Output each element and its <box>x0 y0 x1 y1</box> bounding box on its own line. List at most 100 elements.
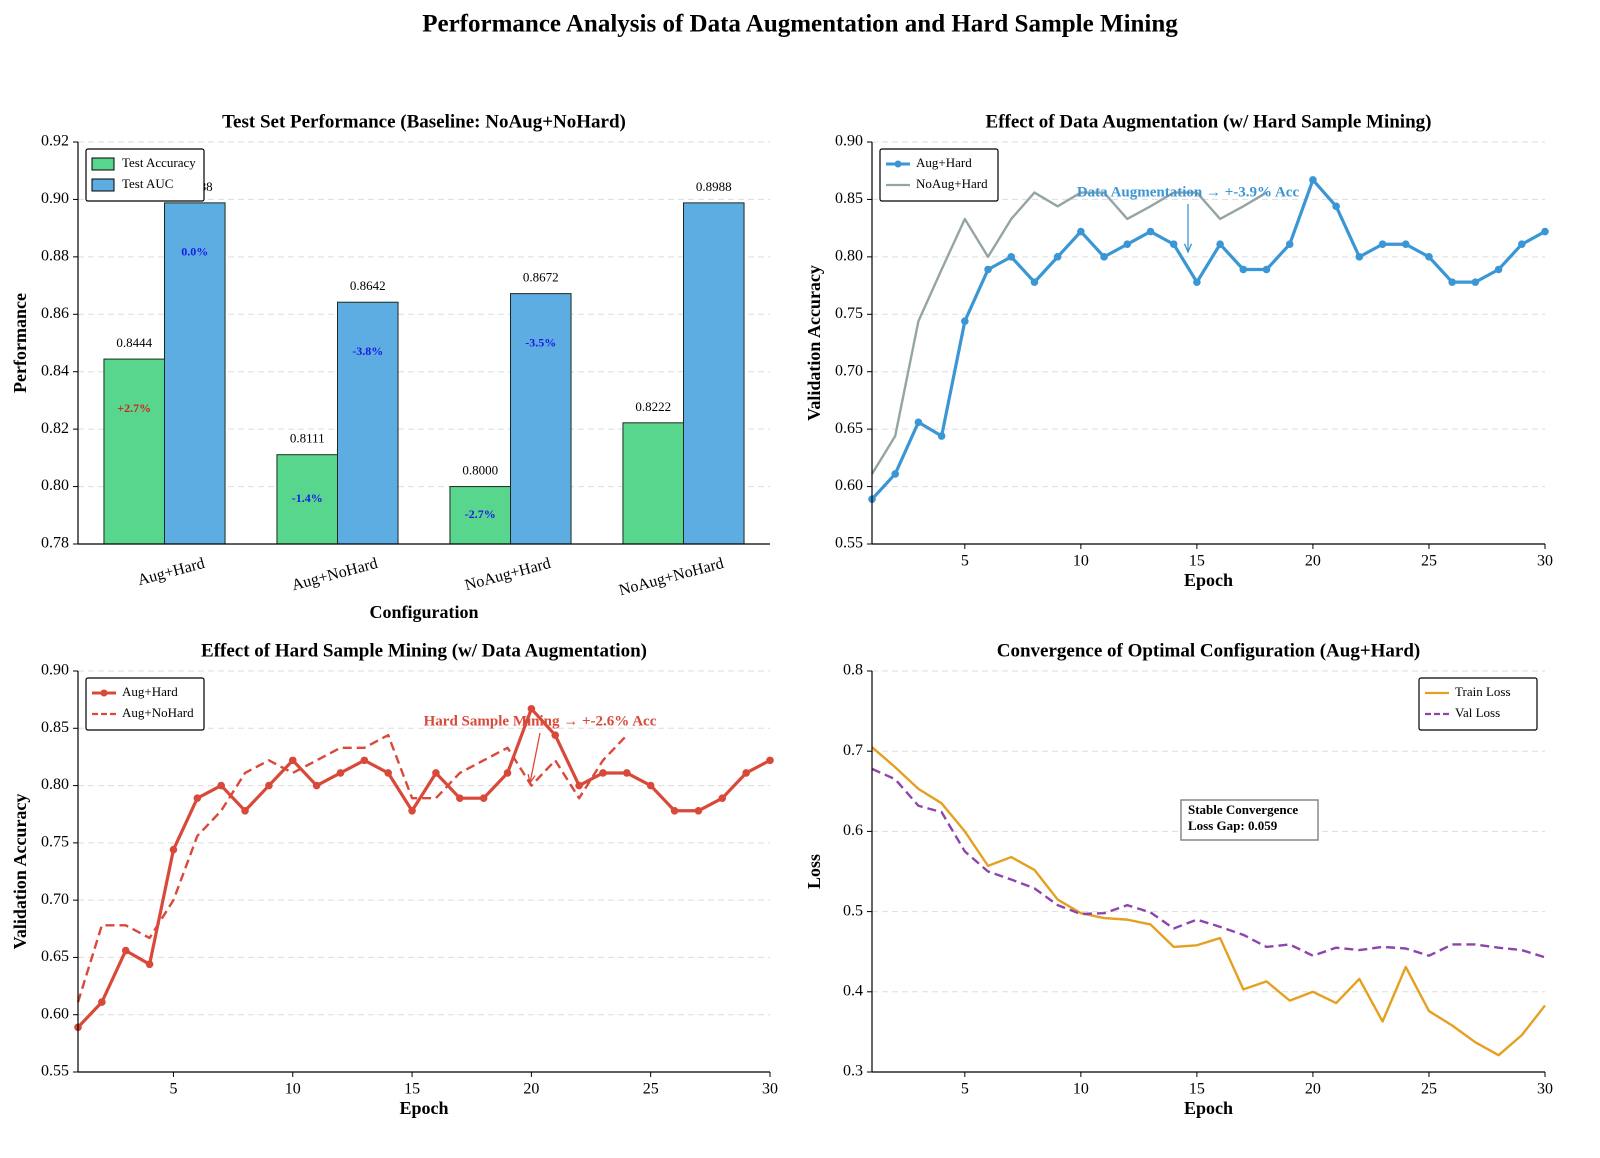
subplot-title: Effect of Data Augmentation (w/ Hard Sam… <box>986 111 1432 132</box>
legend-marker <box>894 160 902 168</box>
marker <box>670 806 679 815</box>
legend: Aug+Hard NoAug+Hard <box>879 148 999 202</box>
y-tick-label: 0.90 <box>41 662 69 679</box>
marker <box>1285 240 1294 249</box>
subplot: Effect of Hard Sample Mining (w/ Data Au… <box>10 640 778 1118</box>
x-tick-label: 10 <box>1073 553 1089 570</box>
subplot: Convergence of Optimal Configuration (Au… <box>804 640 1553 1118</box>
x-tick-label: 5 <box>961 1081 969 1098</box>
marker <box>623 769 631 777</box>
marker <box>1146 227 1155 236</box>
value-label: 0.8672 <box>523 270 559 285</box>
annotation-arrow <box>529 732 541 784</box>
marker <box>937 432 946 440</box>
x-tick-label: 30 <box>762 1081 778 1098</box>
legend-box <box>1418 677 1538 731</box>
marker <box>384 769 393 777</box>
y-tick-label: 0.65 <box>41 948 69 965</box>
bar <box>164 202 226 545</box>
annotation-arrowhead <box>1183 243 1193 254</box>
value-label: 0.8222 <box>635 399 671 414</box>
annotation-arrowhead <box>527 774 536 785</box>
subplot-title: Convergence of Optimal Configuration (Au… <box>997 640 1421 661</box>
bar <box>449 486 512 545</box>
marker <box>336 769 345 777</box>
y-axis-label: Performance <box>10 293 30 393</box>
legend-swatch <box>91 157 115 171</box>
bar <box>276 454 339 545</box>
legend-label: Test AUC <box>122 176 173 191</box>
y-tick-label: 0.82 <box>41 420 69 437</box>
x-tick-label: 30 <box>1537 553 1553 570</box>
y-tick-label: 0.55 <box>41 1063 69 1080</box>
value-label: 0.8444 <box>116 335 152 350</box>
y-tick-label: 0.85 <box>41 719 69 736</box>
y-tick-label: 0.80 <box>835 248 863 265</box>
marker <box>1309 176 1317 184</box>
line <box>76 733 628 1003</box>
x-tick-label: 20 <box>523 1081 539 1098</box>
x-tick-label: 25 <box>643 1081 659 1098</box>
y-tick-label: 0.75 <box>835 305 863 322</box>
x-tick-label: 10 <box>285 1081 301 1098</box>
delta-label: 0.0% <box>181 245 208 259</box>
x-axis-label: Configuration <box>369 602 478 622</box>
marker <box>1448 278 1456 286</box>
marker <box>479 794 488 802</box>
marker <box>432 769 440 777</box>
figure-title: Performance Analysis of Data Augmentatio… <box>422 11 1178 38</box>
marker <box>1494 265 1503 274</box>
x-tick-label: 10 <box>1073 1081 1089 1098</box>
legend: Aug+Hard Aug+NoHard <box>85 677 205 731</box>
delta-label: -2.7% <box>465 507 496 521</box>
value-label: 0.8111 <box>290 431 325 446</box>
marker <box>145 960 154 969</box>
y-tick-label: 0.86 <box>41 305 69 322</box>
subplot: Effect of Data Augmentation (w/ Hard Sam… <box>804 111 1553 590</box>
delta-label: -3.5% <box>525 335 556 349</box>
y-axis-label: Validation Accuracy <box>804 265 824 421</box>
y-tick-label: 0.6 <box>843 822 863 839</box>
marker <box>1332 202 1340 211</box>
marker <box>1541 227 1549 236</box>
marker <box>169 845 178 854</box>
y-tick-label: 0.80 <box>41 477 69 494</box>
x-tick-label: 15 <box>404 1081 420 1098</box>
marker <box>241 806 249 815</box>
legend-label: NoAug+Hard <box>916 176 988 191</box>
legend: Train Loss Val Loss <box>1418 677 1538 731</box>
x-tick-label: 5 <box>169 1081 177 1098</box>
y-tick-label: 0.65 <box>835 420 863 437</box>
legend-label: Aug+NoHard <box>122 705 194 720</box>
marker <box>1053 253 1062 261</box>
subplot-title: Test Set Performance (Baseline: NoAug+No… <box>222 111 626 132</box>
legend-swatch <box>91 178 115 192</box>
marker <box>527 705 536 713</box>
marker <box>742 769 750 777</box>
y-tick-label: 0.80 <box>41 776 69 793</box>
marker <box>288 756 297 765</box>
marker <box>455 794 464 802</box>
marker <box>984 265 992 274</box>
y-tick-label: 0.75 <box>41 834 69 851</box>
y-tick-label: 0.90 <box>41 190 69 207</box>
delta-label: -3.8% <box>352 344 383 358</box>
x-tick-label: 25 <box>1421 1081 1437 1098</box>
x-tick-label: 15 <box>1189 553 1205 570</box>
marker <box>193 794 202 802</box>
legend-box <box>85 677 205 731</box>
delta-label: +2.7% <box>117 401 151 415</box>
marker <box>265 781 273 790</box>
y-tick-label: 0.84 <box>41 362 69 379</box>
y-tick-label: 0.70 <box>41 891 69 908</box>
bar <box>683 202 745 545</box>
marker <box>1355 253 1364 261</box>
y-tick-label: 0.78 <box>41 535 69 552</box>
y-axis-label: Loss <box>804 854 824 889</box>
marker <box>1471 278 1480 286</box>
value-label: 0.8988 <box>696 179 732 194</box>
legend: Test Accuracy Test AUC <box>85 148 205 202</box>
note-text: Stable Convergence <box>1188 802 1298 817</box>
subplot-title: Effect of Hard Sample Mining (w/ Data Au… <box>201 640 647 661</box>
